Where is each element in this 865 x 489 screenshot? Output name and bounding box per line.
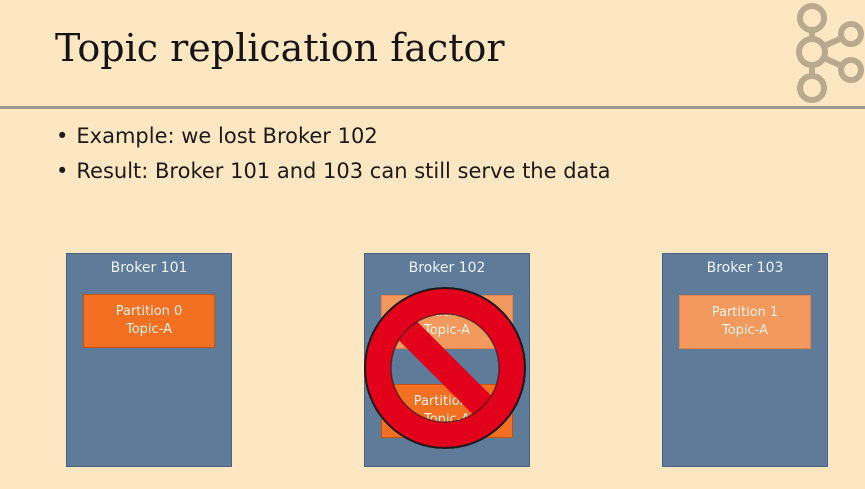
partition-box: Partition 0 Topic-A (83, 294, 215, 348)
slide-title: Topic replication factor (55, 26, 505, 70)
broker-box-103: Broker 103 Partition 1 Topic-A (662, 253, 828, 467)
bullet-item: Result: Broker 101 and 103 can still ser… (56, 159, 610, 183)
broker-title: Broker 103 (706, 260, 784, 276)
partition-label: Partition 0 (115, 304, 183, 319)
topic-label: Topic-A (126, 322, 172, 337)
prohibited-icon (364, 287, 526, 449)
title-divider (0, 106, 865, 109)
bullet-list: Example: we lost Broker 102 Result: Brok… (56, 124, 611, 194)
broker-box-101: Broker 101 Partition 0 Topic-A (66, 253, 232, 467)
broker-title: Broker 101 (110, 260, 188, 276)
partition-box: Partition 1 Topic-A (679, 295, 811, 349)
topic-label: Topic-A (722, 323, 768, 338)
broker-title: Broker 102 (408, 260, 486, 276)
kafka-logo-icon (796, 3, 864, 103)
topic-label: Topic-A (424, 323, 470, 338)
bullet-item: Example: we lost Broker 102 (56, 124, 611, 148)
partition-label: Partition 1 (711, 305, 779, 320)
